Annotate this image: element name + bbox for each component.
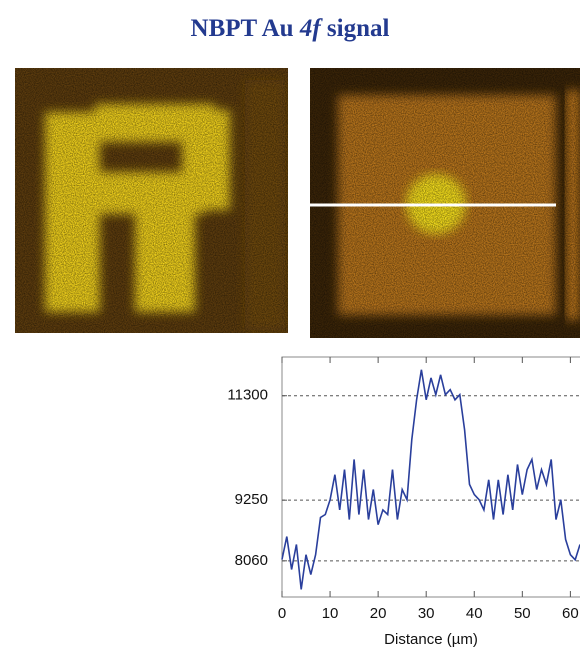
x-tick-label: 60 [562, 605, 579, 622]
y-tick-label: 11300 [227, 387, 268, 404]
data-line [282, 370, 580, 590]
x-tick-label: 50 [514, 605, 531, 622]
title-part: 4f [299, 15, 324, 42]
figure-title: NBPT Au 4f signal [191, 15, 390, 42]
xps-image-r [15, 68, 288, 333]
title-part: NBPT Au [191, 15, 300, 42]
xps-image-dot [310, 68, 580, 338]
figure: NBPT Au 4f signal Distance (µm) 8060 9250… [0, 0, 580, 652]
x-tick-label: 10 [322, 605, 339, 622]
x-axis-title: Distance (µm) [384, 631, 478, 648]
y-tick-label: 9250 [235, 491, 268, 508]
x-tick-label: 40 [466, 605, 483, 622]
y-tick-label: 8060 [235, 552, 268, 569]
x-tick-label: 20 [370, 605, 387, 622]
title-part: signal [321, 15, 390, 42]
x-tick-label: 30 [418, 605, 435, 622]
x-tick-label: 0 [278, 605, 286, 622]
